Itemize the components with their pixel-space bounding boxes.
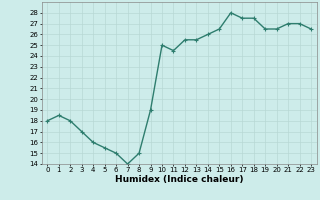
X-axis label: Humidex (Indice chaleur): Humidex (Indice chaleur) (115, 175, 244, 184)
